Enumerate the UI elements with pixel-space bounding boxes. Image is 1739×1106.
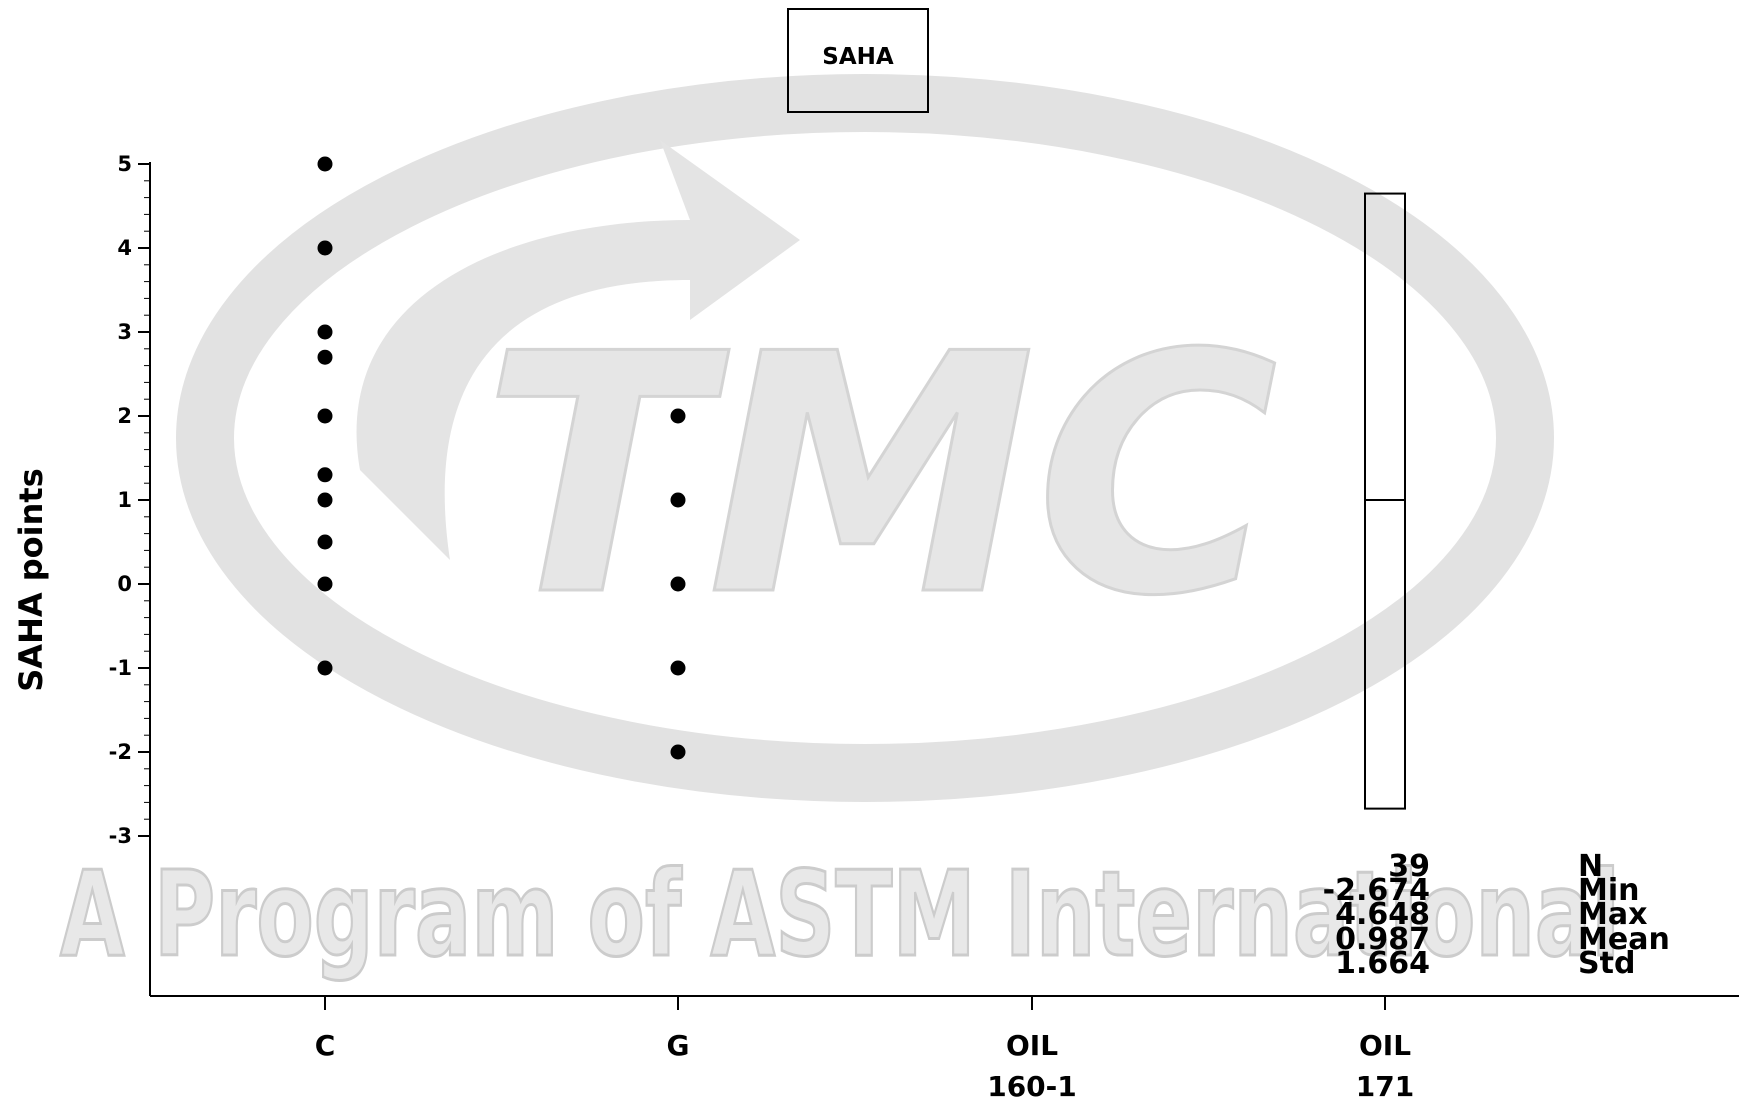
stat-label: Min <box>1578 873 1640 908</box>
stat-value: 39 <box>1388 849 1430 884</box>
stat-value: 1.664 <box>1335 946 1430 981</box>
watermark-ellipse <box>176 74 1554 802</box>
x-tick-sublabel: 160-1 <box>987 1070 1077 1103</box>
y-ticks: 5 4 3 2 1 0 -1 -2 -3 <box>109 152 150 848</box>
chart-title: SAHA <box>822 44 894 70</box>
stat-value: 4.648 <box>1335 897 1430 932</box>
data-point <box>317 349 333 365</box>
y-tick-label: 1 <box>117 488 132 512</box>
data-point <box>317 408 333 424</box>
data-point <box>670 744 686 760</box>
y-tick-label: -1 <box>109 656 132 680</box>
box-plot <box>1364 192 1406 810</box>
y-tick-label: 5 <box>117 152 132 176</box>
y-tick-label: -3 <box>109 824 132 848</box>
title-box <box>787 8 929 113</box>
data-point <box>317 240 333 256</box>
data-point <box>317 324 333 340</box>
stat-label: Max <box>1578 897 1647 932</box>
data-point <box>670 492 686 508</box>
x-tick-label: C <box>315 1029 336 1062</box>
watermark-logo-text: TMC <box>482 284 1278 668</box>
data-point <box>317 467 333 483</box>
y-tick-label: -2 <box>109 740 132 764</box>
stat-value: -2.674 <box>1323 873 1430 908</box>
y-axis-label: SAHA points <box>12 468 50 691</box>
data-point <box>317 660 333 676</box>
x-tick-sublabel: 171 <box>1356 1070 1414 1103</box>
stat-label: Std <box>1578 946 1635 981</box>
data-points <box>317 156 686 760</box>
data-point <box>317 576 333 592</box>
y-tick-label: 2 <box>117 404 132 428</box>
data-point <box>317 492 333 508</box>
y-tick-label: 0 <box>117 572 132 596</box>
y-tick-label: 3 <box>117 320 132 344</box>
data-point <box>317 534 333 550</box>
y-tick-label: 4 <box>117 236 132 260</box>
stat-label: Mean <box>1578 922 1670 957</box>
box-rect <box>1364 192 1406 810</box>
watermark-tagline: A Program of ASTM International <box>60 845 1620 983</box>
watermark-arrow-icon <box>356 140 800 560</box>
data-point <box>670 408 686 424</box>
data-point <box>670 660 686 676</box>
watermark: TMC A Program of ASTM International <box>59 74 1622 985</box>
data-point <box>317 156 333 172</box>
x-ticks: C G OIL 160-1 OIL 171 <box>315 996 1414 1103</box>
x-tick-label: OIL <box>1006 1029 1058 1062</box>
stat-value: 0.987 <box>1335 922 1430 957</box>
data-point <box>670 576 686 592</box>
stat-label: N <box>1578 849 1603 884</box>
x-tick-label: G <box>667 1029 690 1062</box>
x-tick-label: OIL <box>1359 1029 1411 1062</box>
